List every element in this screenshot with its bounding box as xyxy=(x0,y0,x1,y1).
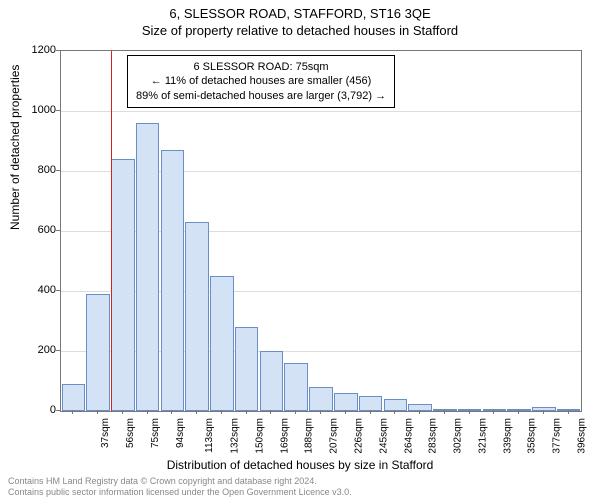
y-tick-mark xyxy=(56,230,60,231)
x-tick-label: 358sqm xyxy=(527,418,538,454)
histogram-bar xyxy=(532,407,556,411)
y-tick-mark xyxy=(56,170,60,171)
histogram-bar xyxy=(309,387,333,411)
x-tick-label: 37sqm xyxy=(100,418,111,448)
x-tick-mark xyxy=(270,410,271,414)
footer-attribution: Contains HM Land Registry data © Crown c… xyxy=(8,476,592,498)
x-tick-mark xyxy=(72,410,73,414)
y-tick-label: 600 xyxy=(16,224,56,236)
y-tick-mark xyxy=(56,410,60,411)
x-tick-mark xyxy=(295,410,296,414)
x-tick-mark xyxy=(345,410,346,414)
x-tick-mark xyxy=(171,410,172,414)
y-tick-label: 200 xyxy=(16,344,56,356)
grid-line xyxy=(61,111,581,112)
x-tick-mark xyxy=(493,410,494,414)
histogram-bar xyxy=(161,150,185,411)
histogram-bar xyxy=(136,123,160,411)
footer-line2: Contains public sector information licen… xyxy=(8,487,592,498)
x-tick-label: 75sqm xyxy=(150,418,161,448)
page-title-desc: Size of property relative to detached ho… xyxy=(0,21,600,38)
x-tick-label: 94sqm xyxy=(175,418,186,448)
histogram-bar xyxy=(260,351,284,411)
x-tick-mark xyxy=(394,410,395,414)
histogram-bar xyxy=(334,393,358,411)
x-tick-label: 245sqm xyxy=(378,418,389,454)
x-tick-label: 113sqm xyxy=(204,418,215,453)
histogram-bar xyxy=(86,294,110,411)
page-title-address: 6, SLESSOR ROAD, STAFFORD, ST16 3QE xyxy=(0,0,600,21)
footer-line1: Contains HM Land Registry data © Crown c… xyxy=(8,476,592,487)
histogram-bar xyxy=(235,327,259,411)
plot-area: 6 SLESSOR ROAD: 75sqm← 11% of detached h… xyxy=(60,50,582,412)
x-tick-mark xyxy=(370,410,371,414)
x-tick-mark xyxy=(196,410,197,414)
y-tick-mark xyxy=(56,50,60,51)
x-tick-label: 188sqm xyxy=(304,418,315,454)
y-axis-label: Number of detached properties xyxy=(8,65,22,230)
y-tick-label: 0 xyxy=(16,404,56,416)
histogram-bar xyxy=(284,363,308,411)
property-marker-line xyxy=(111,51,112,411)
x-tick-label: 150sqm xyxy=(255,418,266,454)
x-tick-mark xyxy=(469,410,470,414)
x-tick-label: 377sqm xyxy=(552,418,563,454)
x-tick-mark xyxy=(221,410,222,414)
histogram-bar xyxy=(62,384,86,411)
y-tick-label: 400 xyxy=(16,284,56,296)
histogram-bar xyxy=(185,222,209,411)
x-tick-label: 321sqm xyxy=(477,418,488,454)
x-axis-label: Distribution of detached houses by size … xyxy=(0,458,600,472)
x-tick-label: 264sqm xyxy=(403,418,414,454)
annotation-box: 6 SLESSOR ROAD: 75sqm← 11% of detached h… xyxy=(127,55,395,108)
y-tick-label: 1000 xyxy=(16,104,56,116)
x-tick-mark xyxy=(246,410,247,414)
y-tick-mark xyxy=(56,290,60,291)
x-tick-label: 396sqm xyxy=(576,418,587,454)
x-tick-mark xyxy=(122,410,123,414)
x-tick-label: 226sqm xyxy=(354,418,365,454)
x-tick-label: 207sqm xyxy=(329,418,340,454)
x-tick-label: 56sqm xyxy=(125,418,136,448)
x-tick-label: 302sqm xyxy=(453,418,464,454)
x-tick-mark xyxy=(320,410,321,414)
annotation-line: 6 SLESSOR ROAD: 75sqm xyxy=(136,60,386,74)
x-tick-mark xyxy=(419,410,420,414)
annotation-line: 89% of semi-detached houses are larger (… xyxy=(136,89,386,103)
chart-container: 6, SLESSOR ROAD, STAFFORD, ST16 3QE Size… xyxy=(0,0,600,500)
x-tick-mark xyxy=(518,410,519,414)
histogram-bar xyxy=(210,276,234,411)
y-tick-mark xyxy=(56,110,60,111)
x-tick-label: 339sqm xyxy=(502,418,513,454)
x-tick-label: 283sqm xyxy=(428,418,439,454)
x-tick-mark xyxy=(444,410,445,414)
x-tick-label: 169sqm xyxy=(279,418,290,454)
y-tick-label: 1200 xyxy=(16,44,56,56)
x-tick-mark xyxy=(568,410,569,414)
x-tick-mark xyxy=(147,410,148,414)
x-tick-mark xyxy=(97,410,98,414)
x-tick-label: 132sqm xyxy=(230,418,241,454)
annotation-line: ← 11% of detached houses are smaller (45… xyxy=(136,74,386,88)
histogram-bar xyxy=(111,159,135,411)
x-tick-mark xyxy=(543,410,544,414)
y-tick-label: 800 xyxy=(16,164,56,176)
y-tick-mark xyxy=(56,350,60,351)
histogram-bar xyxy=(433,409,457,411)
histogram-bar xyxy=(359,396,383,411)
